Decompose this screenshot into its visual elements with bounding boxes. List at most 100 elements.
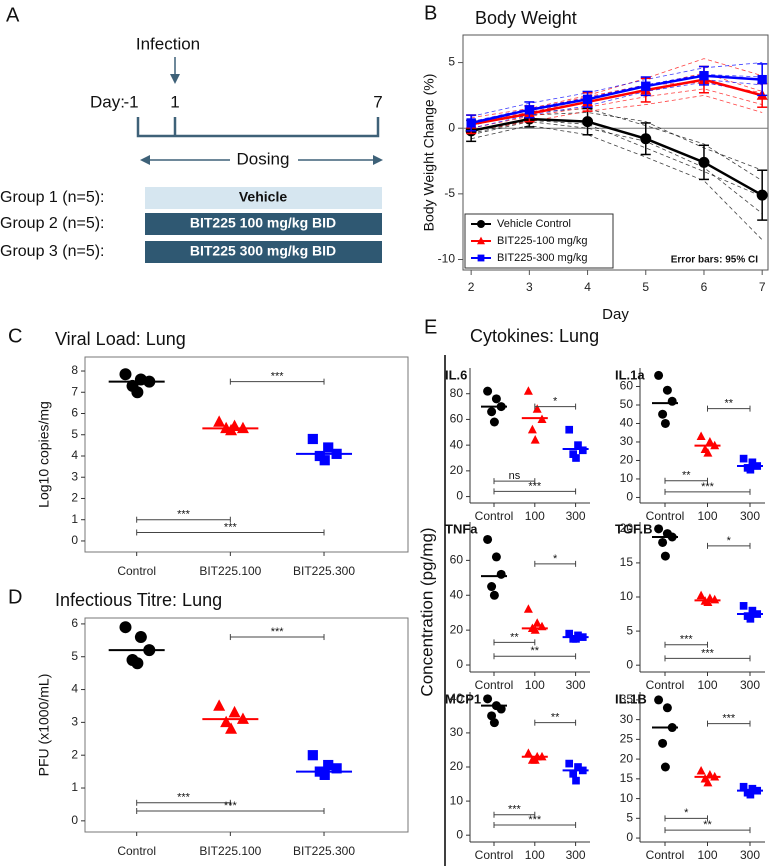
individual-line <box>471 58 763 119</box>
significance-label: * <box>553 395 558 407</box>
marker <box>496 569 506 579</box>
marker <box>487 582 497 592</box>
significance-label: * <box>727 535 732 547</box>
x-tick-label: 100 <box>697 848 717 862</box>
group-bar <box>145 213 382 235</box>
marker <box>569 769 578 778</box>
y-tick-label: 20 <box>620 453 634 467</box>
marker <box>331 763 342 774</box>
y-tick-label: 3 <box>71 715 78 729</box>
y-tick-label: 20 <box>620 521 634 535</box>
series-line <box>470 74 763 125</box>
marker <box>699 71 709 81</box>
x-tick-label: BIT225.300 <box>293 844 355 858</box>
x-tick-label: 7 <box>759 280 766 294</box>
y-tick-label: 10 <box>620 471 634 485</box>
y-tick-label: 0 <box>456 489 463 503</box>
marker <box>748 606 757 615</box>
significance-label: *** <box>224 521 238 533</box>
marker <box>530 435 540 444</box>
marker <box>532 618 542 627</box>
marker <box>565 629 574 638</box>
y-tick-label: -10 <box>438 252 456 266</box>
individual-line <box>471 62 763 117</box>
group-label: Group 2 (n=5): <box>0 215 105 232</box>
marker <box>703 448 713 457</box>
chart-title: Infectious Titre: Lung <box>55 590 222 610</box>
marker <box>523 604 533 613</box>
marker <box>654 524 664 534</box>
y-tick-label: -5 <box>444 186 455 200</box>
chart-title: Viral Load: Lung <box>55 329 186 349</box>
marker <box>477 236 485 245</box>
x-tick-label: 100 <box>697 678 717 692</box>
marker <box>134 631 147 644</box>
y-tick-label: 1 <box>71 512 78 526</box>
marker <box>483 534 493 544</box>
marker <box>739 602 748 610</box>
y-tick-label: 8 <box>71 363 78 377</box>
arrow-head <box>140 155 150 165</box>
x-tick-label: Control <box>646 848 685 862</box>
y-tick-label: 6 <box>71 616 78 630</box>
marker <box>658 738 668 748</box>
significance-label: ** <box>682 470 691 482</box>
significance-label: * <box>684 807 689 819</box>
marker <box>523 748 533 757</box>
marker <box>220 715 233 728</box>
marker <box>658 537 668 547</box>
panel-label: A <box>6 4 20 26</box>
significance-label: *** <box>177 509 191 521</box>
marker <box>572 635 580 643</box>
group-label: Group 3 (n=5): <box>0 243 105 260</box>
marker <box>319 769 330 780</box>
marker <box>748 458 757 467</box>
cytokine-title: Cytokines: Lung <box>470 326 599 346</box>
y-tick-label: 25 <box>620 732 634 746</box>
marker <box>466 118 476 128</box>
x-axis-label: Day <box>602 306 629 323</box>
x-tick-label: Control <box>475 678 514 692</box>
individual-line <box>471 121 763 214</box>
infection-label: Infection <box>136 34 200 53</box>
y-axis-label: Concentration (pg/mg) <box>417 527 436 696</box>
y-tick-label: 0 <box>456 827 463 841</box>
marker <box>569 450 578 458</box>
y-tick-label: 20 <box>450 463 464 477</box>
y-tick-label: 3 <box>71 469 78 483</box>
marker <box>565 425 574 434</box>
x-tick-label: Control <box>475 848 514 862</box>
x-tick-label: 100 <box>525 848 545 862</box>
marker <box>756 189 768 201</box>
y-axis-label: Body Weight Change (%) <box>421 74 437 232</box>
marker <box>527 424 537 434</box>
plot-frame <box>462 34 769 271</box>
x-tick-label: 300 <box>740 848 760 862</box>
y-tick-label: 10 <box>620 589 634 603</box>
marker <box>640 133 652 145</box>
x-tick-label: 5 <box>642 280 649 294</box>
y-axis-label: PFU (x1000/mL) <box>36 674 52 777</box>
chart-title: MCP1 <box>445 691 481 706</box>
y-tick-label: 15 <box>620 555 634 569</box>
panel-label: C <box>8 325 22 347</box>
marker <box>477 220 485 228</box>
x-tick-label: Control <box>646 509 685 523</box>
panel-label: E <box>424 316 437 338</box>
panel-label: D <box>8 586 22 608</box>
marker <box>119 368 132 381</box>
y-tick-label: 5 <box>71 427 78 441</box>
marker <box>572 454 580 462</box>
y-tick-label: 4 <box>71 448 78 462</box>
plot-frame <box>84 617 409 833</box>
marker <box>696 590 706 600</box>
marker <box>477 254 485 262</box>
marker <box>487 407 497 417</box>
y-tick-label: 30 <box>620 434 634 448</box>
y-tick-label: 60 <box>620 379 634 393</box>
marker <box>662 385 672 395</box>
significance-label: *** <box>271 371 285 383</box>
marker <box>757 74 767 85</box>
significance-label: *** <box>271 626 285 638</box>
